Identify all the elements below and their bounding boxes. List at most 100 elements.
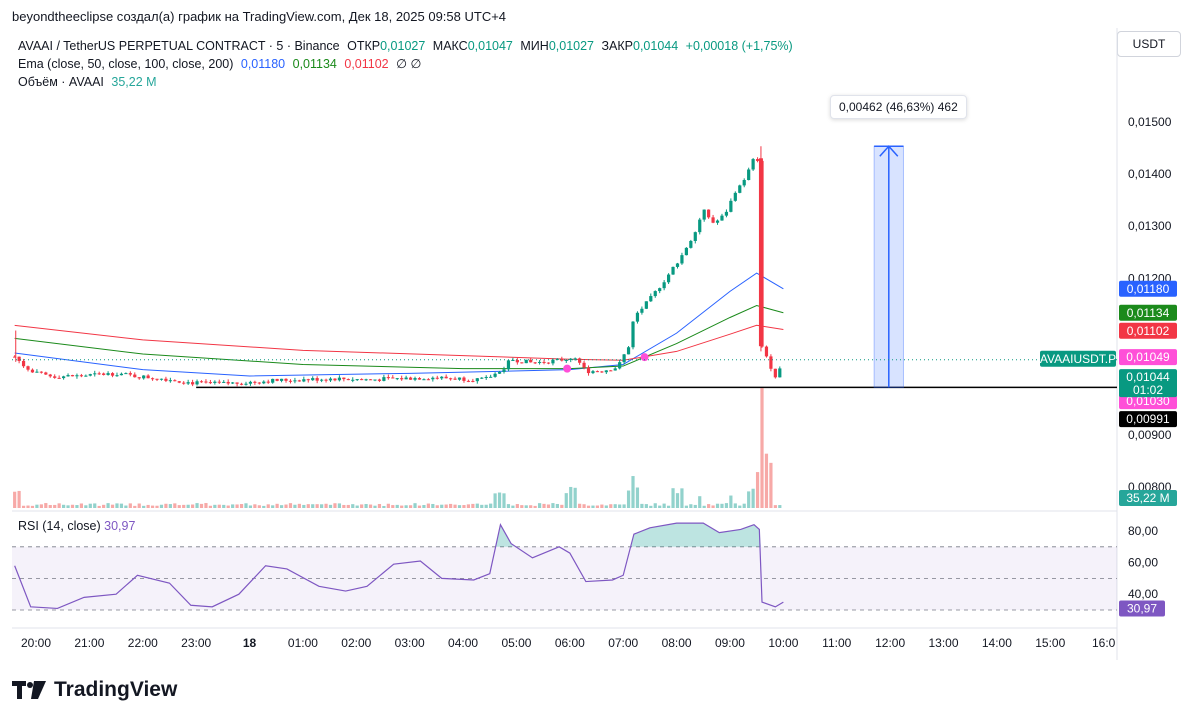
last-price-timer: 01:02 [1133,383,1163,397]
candle-body [222,381,226,383]
candle-body [231,382,235,384]
tradingview-logo[interactable]: TradingView [12,676,177,704]
volume-bar [600,504,604,508]
x-tick-label: 02:00 [341,636,371,650]
volume-bar [604,505,608,508]
candle-body [110,373,115,376]
candle-body [48,374,52,377]
volume-bar [204,503,208,508]
volume-bar [640,503,644,508]
volume-bar [373,505,377,508]
candle-body [529,359,533,363]
rsi-axis-badge [1119,600,1165,617]
candle-body [560,358,564,361]
volume-bar [106,503,110,508]
volume-bar [449,503,453,508]
candle-body [315,378,319,381]
ema-line [14,304,784,370]
volume-bar [231,504,235,508]
candle-body [368,379,373,381]
volume-bar [404,505,408,508]
candle-body [382,377,386,381]
candle-body [489,376,493,378]
volume-bar [66,505,70,508]
candle-body [168,380,172,382]
candle-body [204,381,208,383]
candle-body [182,382,186,384]
volume-bar [435,505,439,508]
candle-body [578,358,582,363]
x-tick-label: 04:00 [448,636,478,650]
candle-body [435,377,439,379]
x-tick-label: 10:00 [768,636,798,650]
candle-body [773,368,777,378]
ema50-value: 0,01180 [240,57,286,71]
ohlc-open-value: 0,01027 [380,39,426,53]
volume-bar [422,505,426,508]
candle-body [555,358,559,360]
ema-label[interactable]: Ema (close, 50, close, 100, close, 200) [18,57,234,71]
x-tick-label: 21:00 [74,636,104,650]
ema-cross-marker [640,353,649,362]
volume-bar [342,504,346,508]
rsi-overbought-fill [631,523,761,547]
volume-bar [715,503,720,508]
volume-bar [88,503,92,508]
x-tick-label: 07:00 [608,636,638,650]
candle-body [440,376,444,379]
x-tick-label: 13:00 [928,636,958,650]
volume-bar [275,503,279,508]
candle-body [408,377,413,380]
rsi-value: 30,97 [104,519,136,533]
currency-button[interactable]: USDT [1117,31,1181,57]
volume-bar [30,505,35,508]
candle-body [738,185,742,193]
candle-body [764,346,769,357]
rsi-tick-label: 60,00 [1128,556,1158,570]
volume-bar [337,503,342,508]
candle-body [97,373,101,375]
volume-bar [17,490,21,508]
volume-bar [609,504,613,508]
price-axis-badge-text: 0,00991 [1126,412,1170,426]
volume-bar [578,503,582,508]
x-tick-label: 20:00 [21,636,51,650]
volume-bar [666,505,671,508]
candle-body [21,360,26,367]
volume-bar [115,503,119,508]
ema-cross-marker [563,364,572,373]
volume-label[interactable]: Объём · AVAAI [18,75,104,89]
volume-bar [355,505,359,508]
volume-bar [262,505,266,508]
volume-bar [284,504,288,508]
candle-body [208,382,213,384]
candle-body [13,356,17,358]
candle-body [426,379,430,381]
rsi-label[interactable]: RSI (14, close) [18,519,101,533]
volume-bar [533,505,537,508]
symbol-title[interactable]: AVAAI / TetherUS PERPETUAL CONTRACT · 5 … [18,39,340,53]
candle-body [422,379,426,381]
candle-body [524,359,528,364]
candle-body [671,266,675,275]
candle-body [337,377,342,381]
candle-body [88,374,92,376]
volume-bar [400,505,404,508]
candle-body [720,215,724,221]
volume-bar [150,505,155,508]
volume-bar [493,493,497,508]
volume-axis-badge [1119,490,1177,506]
volume-bar [729,495,733,508]
candle-body [271,378,275,383]
candle-body [604,370,608,373]
volume-bar [564,493,568,508]
volume-bar [680,488,684,508]
candle-body [618,362,622,369]
last-price-value: 0,01044 [1126,370,1170,384]
candle-body [244,383,248,385]
candle-body [333,378,337,381]
price-change: +0,00018 (+1,75%) [685,39,793,53]
candle-body [680,255,684,264]
volume-bar [333,503,337,508]
